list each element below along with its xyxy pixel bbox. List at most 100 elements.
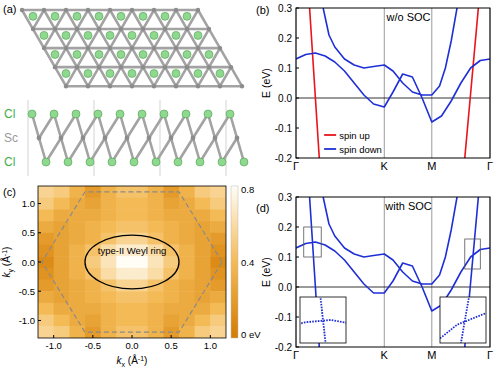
heat-cell — [179, 280, 195, 292]
label-part: ) — [144, 355, 147, 366]
panel-label: (a) — [3, 3, 16, 15]
tick — [296, 38, 299, 39]
heat-cell — [69, 291, 85, 303]
heat-cell — [54, 233, 70, 245]
plot-area — [296, 197, 490, 347]
zoom-box — [465, 239, 481, 269]
fermi-line — [296, 287, 490, 288]
sc-atom — [152, 46, 156, 50]
bond — [165, 28, 187, 31]
sc-atom — [147, 136, 152, 141]
heat-cell — [69, 268, 85, 280]
tick — [296, 68, 299, 69]
sc-atom — [174, 84, 178, 88]
heat-cell — [179, 291, 195, 303]
bond — [132, 47, 154, 50]
cl-atom — [138, 110, 146, 118]
sc-atom — [86, 46, 90, 50]
heat-cell — [38, 256, 54, 268]
heat-cell — [132, 221, 148, 233]
heat-cell — [210, 291, 226, 303]
heat-cell — [195, 244, 211, 256]
legend-swatch — [324, 134, 336, 136]
sc-atom — [53, 27, 57, 31]
heat-cell — [195, 209, 211, 221]
inset-band-line — [440, 297, 486, 343]
sc-atom — [64, 46, 68, 50]
grid-line — [431, 197, 432, 347]
tick — [38, 203, 41, 204]
inset-area — [300, 297, 346, 343]
cl-atom — [117, 50, 125, 58]
bond — [176, 85, 198, 88]
sc-atom — [185, 27, 189, 31]
tick-label: -1.0 — [45, 340, 61, 351]
heat-cell — [195, 303, 211, 315]
heat-cell — [210, 233, 226, 245]
cl-atom — [174, 158, 182, 166]
heat-cell — [148, 221, 164, 233]
cl-atom — [161, 50, 169, 58]
sc-atom — [141, 27, 145, 31]
tick-label: -0.5 — [85, 340, 101, 351]
heat-cell — [179, 326, 195, 338]
legend: spin upspin down — [324, 130, 382, 155]
tick-label: 0.1 — [278, 63, 292, 74]
heat-cell — [195, 326, 211, 338]
tick-label: -0.1 — [275, 123, 293, 134]
cl-atom — [106, 31, 114, 39]
heat-cell — [132, 256, 148, 268]
bond — [231, 67, 242, 86]
bond — [44, 47, 66, 50]
cl-atom — [216, 70, 224, 78]
tick — [296, 317, 299, 318]
heat-cell — [148, 198, 164, 210]
heat-cell — [132, 198, 148, 210]
bond — [22, 9, 44, 12]
heat-cell — [101, 221, 117, 233]
heat-cell — [38, 280, 54, 292]
tick — [210, 335, 211, 338]
heat-cell — [69, 256, 85, 268]
tick — [296, 158, 299, 159]
colorbar-label: 0.8 — [241, 184, 254, 195]
bond — [121, 28, 143, 31]
sc-atom — [86, 84, 90, 88]
heat-cell — [163, 221, 179, 233]
sc-atom — [119, 27, 123, 31]
layer-label: Cl — [4, 155, 15, 169]
cl-atom — [172, 31, 180, 39]
bond — [154, 9, 176, 12]
legend-label: spin up — [339, 130, 370, 141]
tick-label: Γ — [293, 160, 299, 172]
grid-line — [431, 8, 432, 158]
sc-atom — [53, 65, 57, 69]
inset-frame — [300, 297, 346, 343]
cl-atom — [51, 12, 59, 20]
tick-label: -0.2 — [275, 342, 293, 353]
bond — [143, 28, 165, 31]
heat-cell — [179, 244, 195, 256]
ring-label: type-II Weyl ring — [98, 245, 166, 256]
heat-cell — [195, 268, 211, 280]
cl-atom — [226, 110, 234, 118]
heat-cell — [195, 256, 211, 268]
tick-label: -0.1 — [275, 312, 293, 323]
heat-cell — [163, 209, 179, 221]
heat-cell — [148, 256, 164, 268]
heat-cell — [69, 280, 85, 292]
cl-atom — [72, 110, 80, 118]
cl-atom — [50, 110, 58, 118]
bond — [66, 85, 88, 88]
heat-cell — [101, 268, 117, 280]
tick — [171, 335, 172, 338]
cl-atom — [62, 70, 70, 78]
heat-cell — [195, 315, 211, 327]
heat-cell — [148, 315, 164, 327]
cl-atom — [139, 50, 147, 58]
heat-cell — [179, 315, 195, 327]
cl-atom — [84, 70, 92, 78]
bond — [66, 47, 88, 50]
bond — [132, 85, 154, 88]
heat-cell — [210, 209, 226, 221]
